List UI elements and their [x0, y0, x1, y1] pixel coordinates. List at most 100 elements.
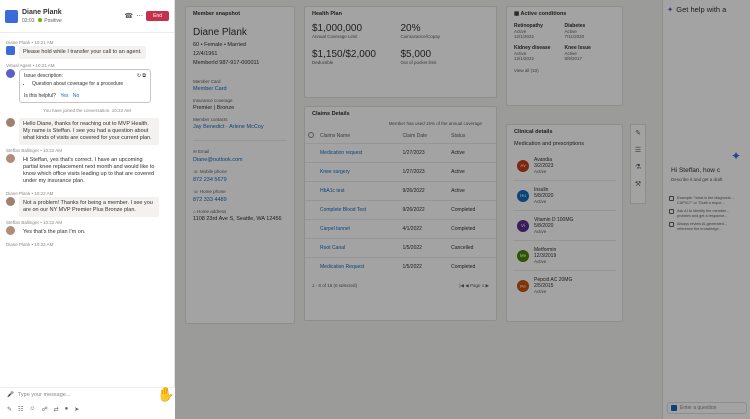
column-header[interactable]: Claims Name — [320, 133, 351, 139]
clinical-tab-strip: ✎ ☰ ⚗ ⚒ — [630, 124, 646, 204]
customer-workspace: Member snapshot Diane Plank 60 • Female … — [175, 0, 662, 419]
message-bubble: Yes that's the plan I'm on. — [19, 226, 90, 239]
copilot-panel: ✦ Get help with a ✦ Hi Steffan, how c De… — [662, 0, 750, 419]
customer-name: Diane Plank — [22, 8, 62, 16]
address-value: 1108 23rd Ave S, Seattle, WA 12456 — [193, 216, 282, 222]
session-info: 02:03 Positive — [22, 17, 62, 24]
agent-avatar — [6, 197, 15, 206]
chat-header: Diane Plank 02:03 Positive ☎ ⋯ End — [0, 0, 174, 33]
coverage-note: Member has used 15% of the annual covera… — [388, 121, 482, 126]
more-icon[interactable]: ⋯ — [136, 13, 144, 20]
copilot-tip: Always review AI-generated... reference … — [669, 222, 744, 231]
helpful-question: Is this helpful? — [24, 93, 56, 99]
prev-page-icon[interactable]: ◀ — [465, 282, 469, 288]
composer-toolbar: ✎ ☷ ☺ ☍ ⇄ ● ➤ — [0, 402, 175, 417]
condition-item[interactable]: Retinopathy Active 12/1/2022 — [514, 23, 543, 39]
page-label: Page 1 — [470, 282, 485, 288]
table-row[interactable]: Medication request 1/27/2023 Active — [305, 143, 496, 163]
lab-icon[interactable]: ⚗ — [634, 164, 642, 171]
tools-icon[interactable]: ⚒ — [634, 181, 642, 188]
view-all-link[interactable]: View all (10) — [514, 68, 539, 73]
send-icon[interactable]: ➤ — [74, 407, 80, 413]
issue-title: Issue description: — [24, 73, 63, 79]
end-button[interactable]: End — [146, 11, 169, 21]
message-bubble: Hi Steffan, yes that's correct. I have a… — [19, 154, 159, 188]
yes-link[interactable]: Yes — [60, 93, 69, 99]
card-title: Member snapshot — [193, 11, 241, 17]
prompt-guide-icon[interactable] — [671, 405, 677, 411]
bot-avatar — [6, 46, 15, 55]
consult-icon[interactable]: ● — [64, 406, 69, 412]
phone-icon[interactable]: ☎ — [124, 13, 134, 20]
plan-value: $5,000 — [400, 49, 432, 60]
insurance-label: Insurance coverage — [193, 98, 233, 103]
contacts-value[interactable]: Jay Benedict · Arlene McCoy — [193, 124, 264, 130]
transfer-icon[interactable]: ⇄ — [53, 407, 59, 413]
quick-reply-icon[interactable]: ✎ — [7, 407, 13, 413]
card-title: Claims Details — [312, 111, 350, 117]
claims-card: Claims Details Member has used 15% of th… — [304, 106, 497, 321]
kb-icon[interactable]: ☷ — [18, 407, 24, 413]
contacts-label: Member contacts — [193, 117, 228, 122]
medications-subtitle: Medication and prescriptions — [514, 141, 585, 147]
plan-label: Annual Coverage Limit — [312, 34, 358, 39]
med-avatar: Hu — [517, 189, 529, 202]
table-row[interactable]: Complete Blood Test 9/26/2022 Completed — [305, 200, 496, 220]
list-item[interactable]: Av Avandia 3/2/2023 Active — [513, 151, 616, 181]
member-demographics: 60 • Female • Married — [193, 42, 247, 48]
first-page-icon[interactable]: |◀ — [459, 282, 464, 288]
refresh-icon[interactable]: ↻ — [136, 73, 142, 79]
message-meta: Diane Plank • 10:22 AM — [6, 242, 54, 247]
home-phone-value[interactable]: 872 333 4489 — [193, 197, 227, 203]
no-link[interactable]: No — [72, 93, 80, 99]
copilot-greeting: Hi Steffan, how c — [671, 167, 721, 174]
table-row[interactable]: Root Canal 1/5/2022 Cancelled — [305, 238, 496, 258]
card-title: Health Plan — [312, 11, 342, 17]
issue-bullet: Question about coverage for a procedure — [32, 81, 146, 87]
select-all-radio[interactable] — [308, 132, 314, 138]
address-label: ⌂ Home address — [193, 209, 227, 214]
person-icon[interactable]: ☺ — [29, 406, 36, 412]
copy-icon[interactable]: ⧉ — [142, 73, 146, 79]
table-row[interactable]: Medication Request 1/5/2022 Completed — [305, 257, 496, 277]
message-meta: Steffan Ballinger • 10:22 AM — [6, 148, 63, 153]
card-title: Clinical details — [514, 129, 553, 135]
chat-composer: 🎤 Type your message... ✎ ☷ ☺ ☍ ⇄ ● ➤ — [0, 387, 175, 419]
mic-icon[interactable]: 🎤 — [7, 392, 14, 398]
mobile-value[interactable]: 872 234 5679 — [193, 177, 227, 183]
pagination-controls: |◀ ◀ Page 1 ▶ — [459, 283, 489, 289]
next-page-icon[interactable]: ▶ — [485, 282, 489, 288]
list-item[interactable]: Me Metformin 12/3/2019 Active — [513, 241, 616, 271]
table-row[interactable]: Knee surgery 1/27/2023 Active — [305, 162, 496, 182]
table-row[interactable]: HbA1c test 9/26/2022 Active — [305, 181, 496, 201]
copilot-header: ✦ Get help with a — [663, 0, 750, 19]
table-row[interactable]: Carpel tunnel 4/1/2022 Completed — [305, 219, 496, 239]
email-value[interactable]: Diane@outlook.com — [193, 157, 243, 163]
issue-card: Issue description: ↻ ⧉ Question about co… — [19, 69, 151, 103]
attach-icon[interactable]: ☍ — [41, 407, 48, 413]
notes-icon[interactable]: ✎ — [635, 130, 641, 137]
ai-icon — [669, 209, 674, 215]
copilot-tip: Ask AI to identify the member... problem… — [669, 209, 744, 218]
list-item[interactable]: Pe Pepcid AC 20MG 2/5/2015 Active — [513, 271, 616, 301]
copilot-logo-icon: ✦ — [731, 149, 742, 163]
copilot-input[interactable]: Enter a question — [667, 402, 747, 414]
member-card-link[interactable]: Member Card — [193, 86, 227, 92]
list-item[interactable]: Vi Vitamin D 100MG 5/8/2020 Active — [513, 211, 616, 241]
member-name: Diane Plank — [193, 27, 247, 38]
med-avatar: Vi — [517, 219, 529, 232]
home-phone-label: ☏ Home phone — [193, 189, 226, 194]
message-bubble: Hello Diane, thanks for reaching out to … — [19, 118, 159, 145]
list-item[interactable]: Hu Insulin 5/8/2020 Active — [513, 181, 616, 211]
issue-actions: ↻ ⧉ — [137, 73, 146, 79]
session-time: 02:03 — [22, 17, 35, 24]
message-input[interactable]: Type your message... — [17, 392, 71, 398]
condition-item[interactable]: Knee Issue Active 8/9/2017 — [564, 45, 591, 61]
list-icon[interactable]: ☰ — [634, 147, 642, 154]
column-header[interactable]: Status — [451, 133, 466, 139]
condition-item[interactable]: Kidney disease Active 12/1/2022 — [514, 45, 551, 61]
column-header[interactable]: Claim Date — [402, 133, 428, 139]
condition-item[interactable]: Diabetes Active 7/11/2020 — [564, 23, 586, 39]
member-snapshot-card: Member snapshot Diane Plank 60 • Female … — [185, 6, 295, 324]
med-avatar: Pe — [517, 280, 529, 292]
